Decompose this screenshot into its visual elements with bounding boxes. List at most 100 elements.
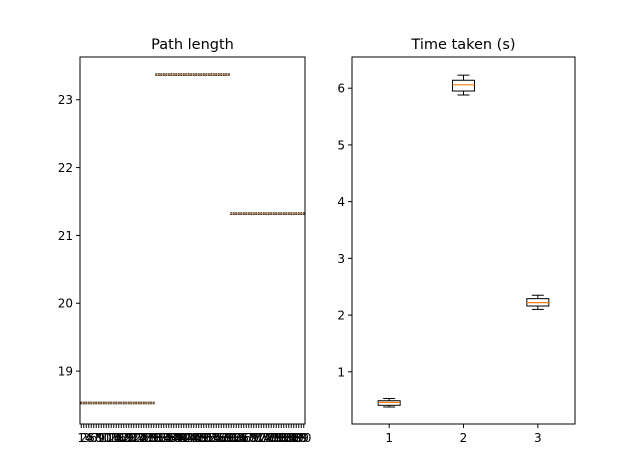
x-tick-label: 56 [211, 431, 226, 445]
x-tick-label: 78 [266, 431, 281, 445]
x-tick-label: 31 [149, 431, 164, 445]
x-tick-label: 80 [271, 431, 286, 445]
x-tick-label: 57 [214, 431, 229, 445]
x-tick-label: 22 [126, 431, 141, 445]
x-tick-label: 38 [166, 431, 181, 445]
y-tick-label: 5 [337, 138, 345, 152]
x-tick-label: 9 [97, 431, 105, 445]
time-taken-marks [377, 74, 550, 408]
x-tick-label: 5 [87, 431, 95, 445]
time-taken-subplot: Time taken (s) 1 2 3 4 5 6 1 2 3 [337, 37, 576, 445]
x-tick-label: 68 [241, 431, 256, 445]
x-tick-label: 1 [77, 431, 85, 445]
x-tick-label: 12 [101, 431, 116, 445]
x-tick-label: 55 [209, 431, 224, 445]
x-tick-label: 50 [196, 431, 211, 445]
y-tick-label: 2 [337, 309, 345, 323]
x-tick-label: 69 [244, 431, 259, 445]
x-tick-label: 20 [121, 431, 136, 445]
x-tick-label: 3 [82, 431, 90, 445]
x-tick-label: 49 [194, 431, 209, 445]
x-tick-label: 15 [109, 431, 124, 445]
x-tick-label: 7 [92, 431, 100, 445]
time-taken-title: Time taken (s) [410, 37, 515, 53]
x-tick-label: 67 [239, 431, 254, 445]
path-length-y-ticks: 19 20 21 22 23 [58, 93, 80, 379]
x-tick-label: 71 [249, 431, 264, 445]
x-tick-label: 45 [184, 431, 199, 445]
time-taken-axes-frame [351, 56, 576, 425]
x-tick-label: 2 [80, 431, 88, 445]
x-tick-label: 76 [261, 431, 276, 445]
x-tick-label: 52 [201, 431, 216, 445]
x-tick-label: 72 [251, 431, 266, 445]
y-tick-label: 4 [337, 195, 345, 209]
x-tick-label: 42 [176, 431, 191, 445]
x-tick-label: 60 [221, 431, 236, 445]
x-tick-label: 41 [174, 431, 189, 445]
x-tick-label: 58 [216, 431, 231, 445]
y-tick-label: 19 [58, 365, 73, 379]
x-tick-label: 59 [219, 431, 234, 445]
x-tick-label: 62 [226, 431, 241, 445]
x-tick-label: 25 [134, 431, 149, 445]
x-tick-label: 32 [151, 431, 166, 445]
x-tick-label: 14 [106, 431, 121, 445]
x-tick-label: 47 [189, 431, 204, 445]
x-tick-label: 34 [156, 431, 171, 445]
x-tick-label: 2 [460, 431, 468, 445]
x-tick-label: 8 [95, 431, 103, 445]
y-tick-label: 21 [58, 229, 73, 243]
x-tick-label: 64 [231, 431, 246, 445]
x-tick-label: 35 [159, 431, 174, 445]
x-tick-label: 16 [111, 431, 126, 445]
x-tick-label: 83 [279, 431, 294, 445]
x-tick-label: 18 [116, 431, 131, 445]
x-tick-label: 21 [124, 431, 139, 445]
x-tick-label: 74 [256, 431, 271, 445]
x-tick-label: 81 [274, 431, 289, 445]
time-box [452, 79, 475, 92]
x-tick-label: 90 [296, 431, 311, 445]
time-taken-y-ticks: 1 2 3 4 5 6 [337, 82, 352, 379]
x-tick-label: 53 [204, 431, 219, 445]
x-tick-label: 89 [294, 431, 309, 445]
path-length-x-ticks: 1234567891011121314151617181920212223242… [77, 424, 311, 445]
x-tick-label: 3 [534, 431, 542, 445]
x-tick-label: 54 [206, 431, 221, 445]
x-tick-label: 44 [181, 431, 196, 445]
x-tick-label: 13 [104, 431, 119, 445]
y-tick-label: 1 [337, 365, 345, 379]
x-tick-label: 46 [186, 431, 201, 445]
x-tick-label: 28 [141, 431, 156, 445]
x-tick-label: 75 [259, 431, 274, 445]
x-tick-label: 79 [269, 431, 284, 445]
y-tick-label: 20 [58, 297, 73, 311]
x-tick-label: 70 [246, 431, 261, 445]
x-tick-label: 51 [199, 431, 214, 445]
x-tick-label: 10 [96, 431, 111, 445]
x-tick-label: 86 [286, 431, 301, 445]
x-tick-label: 23 [129, 431, 144, 445]
x-tick-label: 6 [90, 431, 98, 445]
x-tick-label: 84 [281, 431, 296, 445]
y-tick-label: 22 [58, 161, 73, 175]
x-tick-label: 88 [291, 431, 306, 445]
x-tick-label: 85 [284, 431, 299, 445]
x-tick-label: 43 [179, 431, 194, 445]
x-tick-label: 30 [146, 431, 161, 445]
x-tick-label: 65 [234, 431, 249, 445]
x-tick-label: 36 [161, 431, 176, 445]
x-tick-label: 24 [131, 431, 146, 445]
x-tick-label: 40 [171, 431, 186, 445]
path-length-axes-frame [79, 56, 306, 425]
x-tick-label: 4 [85, 431, 93, 445]
x-tick-label: 73 [254, 431, 269, 445]
y-tick-label: 3 [337, 252, 345, 266]
x-tick-label: 87 [289, 431, 304, 445]
x-tick-label: 33 [154, 431, 169, 445]
path-length-marks [80, 73, 305, 405]
x-tick-label: 61 [224, 431, 239, 445]
x-tick-label: 1 [385, 431, 393, 445]
